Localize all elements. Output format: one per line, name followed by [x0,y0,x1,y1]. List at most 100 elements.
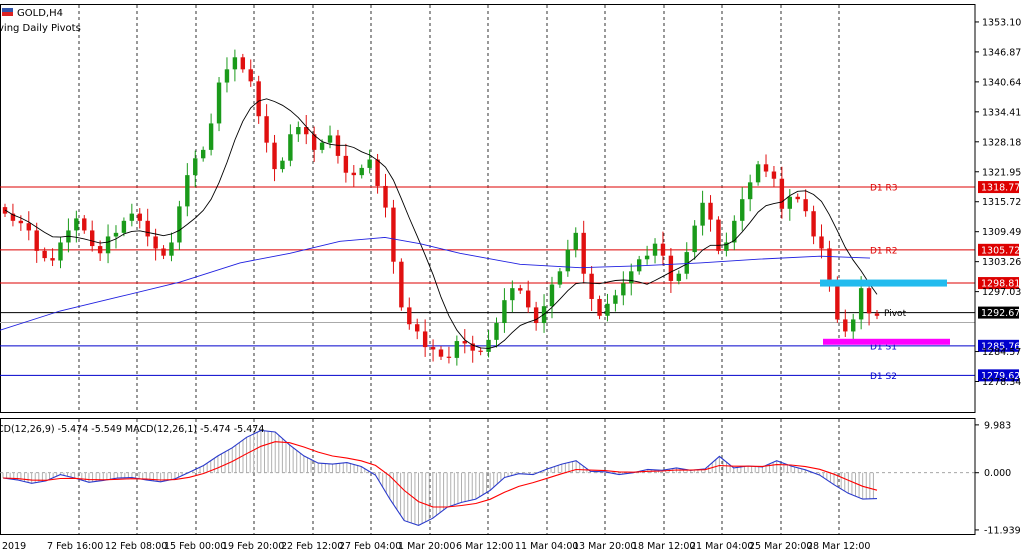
y-tick-label: 1328.18 [982,137,1021,148]
y-tick-label: 1353.10 [982,17,1021,28]
candle-body [367,159,372,168]
candle-body [589,273,594,299]
candle-body [42,250,47,259]
candle-body [613,295,618,304]
x-tick-label: 1 Mar 20:00 [398,541,455,552]
candle-body [478,350,483,352]
y-tick-label: 1303.26 [982,257,1021,268]
candle-body [113,232,119,237]
candle-body [280,160,285,170]
candle-body [200,149,206,159]
candle-body [216,82,222,124]
price-tag [978,181,1019,194]
candle-body [716,219,721,251]
candle-body [383,185,388,208]
candle-body [636,259,642,272]
price-tag [978,277,1019,290]
price-tag-text: 1298.81 [981,279,1020,290]
fast-ma-line [4,98,878,349]
x-tick-label: 12 Feb 08:00 [105,541,167,552]
candle-body [533,307,539,324]
candle-body [185,175,190,207]
candle-body [732,220,737,243]
candle-body [629,271,634,284]
x-tick-label: 19 Feb 20:00 [222,541,284,552]
candle-body [502,300,507,324]
x-tick-label: 22 Feb 12:00 [281,541,343,552]
macd-y-tick-label: 0.000 [984,468,1011,479]
candle-body [446,356,452,358]
indicator-title: ving Daily Pivots [0,23,81,34]
candle-body [129,213,135,221]
candle-body [90,230,95,247]
candle-body [18,220,24,224]
candle-body [375,159,380,186]
candle-body [510,288,515,301]
candle-body [858,288,864,320]
candle-body [462,341,467,344]
candle-body [803,199,808,212]
candle-body [454,341,460,358]
slow-ma-line [0,236,871,331]
candle-body [121,220,127,233]
y-tick-label: 1297.03 [982,287,1021,298]
candle-body [193,158,198,176]
candle-body [327,135,333,143]
candle-body [34,230,39,251]
candle-body [660,243,666,256]
x-tick-label: 18 Mar 12:00 [632,541,695,552]
candle-body [407,307,412,325]
candle-body [763,164,769,172]
macd-title: CD(12,26,9) -5.474 -5.549 MACD(12,26,1) … [0,424,264,435]
candle-body [874,313,880,316]
candle-body [700,202,705,226]
candle-body [272,142,277,170]
pivot-label: D1 R3 [870,184,898,194]
candle-body [248,69,253,82]
candle-body [494,323,499,340]
candle-body [557,271,563,285]
candle-body [26,223,31,231]
candle-body [359,167,364,176]
signal-line [2,441,878,508]
candle-body [169,242,174,256]
y-tick-label: 1321.95 [982,167,1021,178]
y-tick-label: 1334.41 [982,107,1021,118]
x-tick-label: 6 Mar 12:00 [456,541,513,552]
candle-body [740,199,745,221]
y-tick-label: 1346.87 [982,47,1021,58]
candle-body [311,134,317,150]
price-tag [978,339,1019,352]
candle-body [692,225,697,253]
candle-body [240,57,246,70]
candle-body [232,57,238,70]
pivot-label: D1 S1 [870,342,897,352]
candle-body [597,298,602,316]
candle-body [319,142,325,150]
candle-body [161,248,166,256]
candle-body [137,213,142,221]
candle-body [795,196,800,200]
candle-body [652,243,658,256]
x-tick-label: 15 Feb 00:00 [164,541,226,552]
candle-body [177,206,182,243]
resistance-zone [820,279,947,287]
candle-body [605,303,610,316]
candle-body [74,218,79,231]
candle-body [422,331,428,348]
candle-body [438,349,444,357]
y-tick-label: 1309.49 [982,227,1021,238]
y-tick-label: 1340.64 [982,77,1021,88]
candle-body [724,242,729,251]
candle-body [264,116,269,143]
candle-body [811,211,816,237]
candle-body [288,134,293,161]
x-tick-label: 21 Mar 04:00 [690,541,753,552]
symbol-title: GOLD,H4 [17,8,63,19]
x-tick-label: 11 Mar 04:00 [515,541,578,552]
pivot-label: D1 R2 [870,246,898,256]
candle-body [565,249,571,272]
x-tick-label: 28 Mar 12:00 [807,541,870,552]
